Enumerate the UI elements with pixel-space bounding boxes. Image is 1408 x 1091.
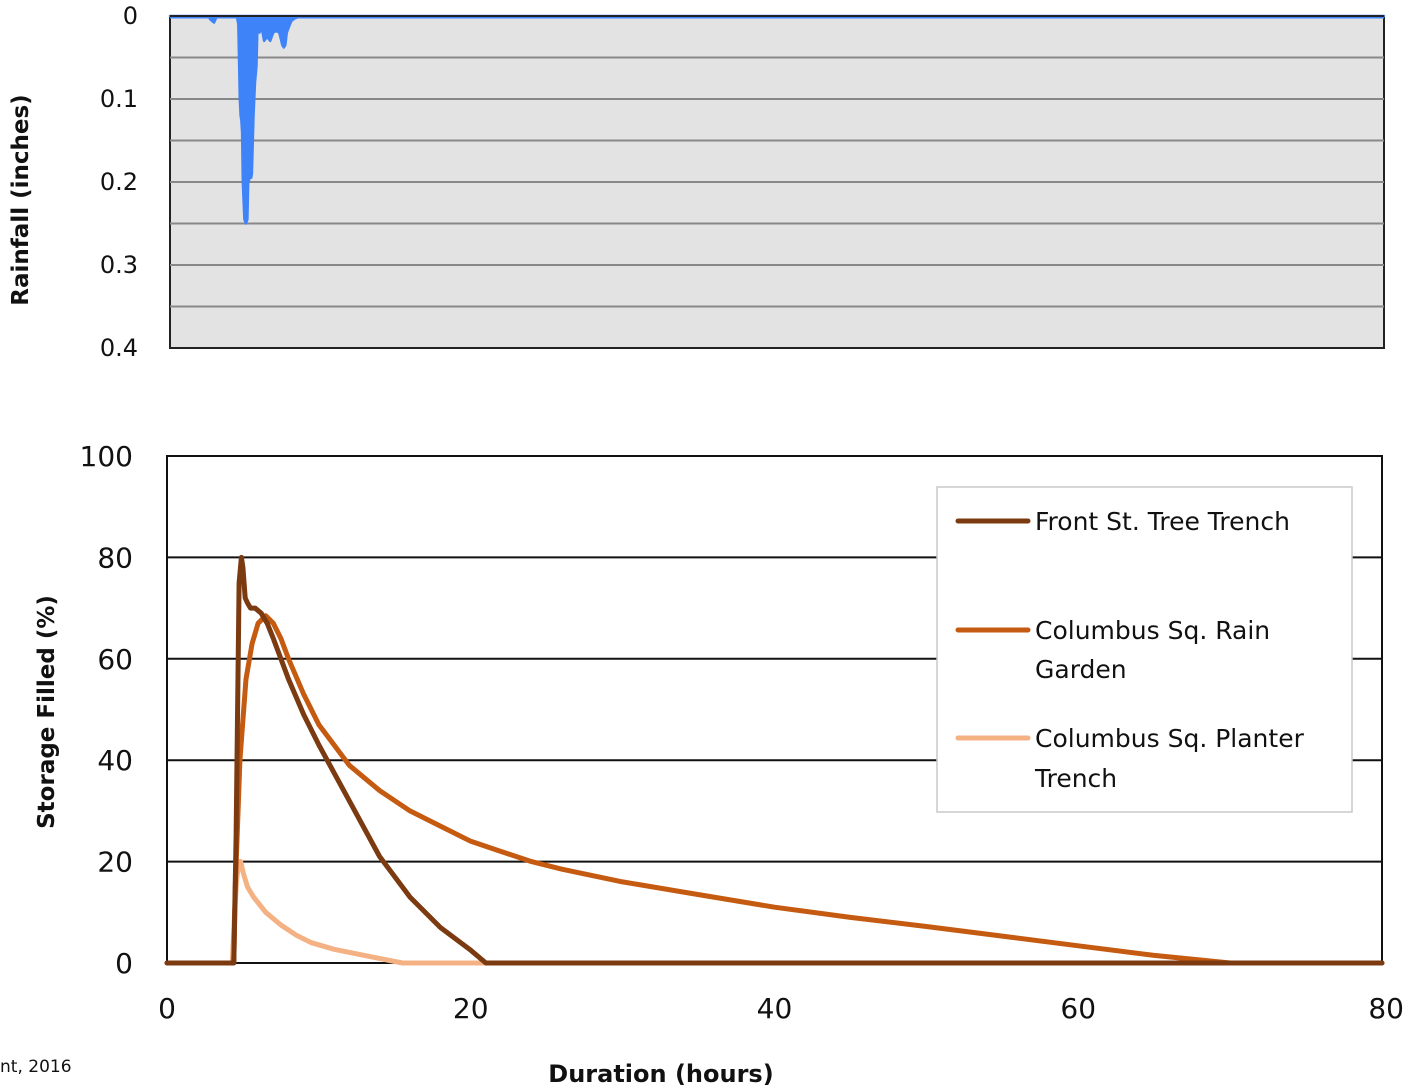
rainfall-gridlines [170, 56, 1384, 308]
storage-x-tick-label: 40 [757, 992, 793, 1025]
storage-x-ticks: 0 20 40 60 80 [158, 992, 1404, 1025]
series-line-columbus-sq-rain-garden [164, 613, 1385, 966]
legend-label-front-st-tree-trench: Front St. Tree Trench [1035, 507, 1290, 536]
storage-y-tick-label: 0 [115, 947, 133, 980]
rainfall-y-axis-title: Rainfall (inches) [8, 94, 34, 305]
storage-x-axis-title: Duration (hours) [548, 1060, 773, 1088]
rainfall-y-tick-label: 0.2 [100, 168, 138, 196]
rainfall-area [168, 14, 1386, 225]
storage-y-tick-label: 100 [80, 440, 133, 473]
storage-x-tick-label: 60 [1060, 992, 1096, 1025]
storage-x-tick-label: 0 [158, 992, 176, 1025]
legend-label-columbus-sq-planter-trench: Columbus Sq. Planter Trench [1034, 724, 1312, 793]
storage-y-tick-label: 80 [97, 541, 133, 574]
storage-y-tick-label: 40 [97, 744, 133, 777]
legend-entry-columbus-sq-rain-garden: Columbus Sq. Rain Garden [955, 616, 1278, 684]
source-note: nt, 2016 [0, 1057, 72, 1077]
storage-y-ticks: 0 20 40 60 80 100 [80, 440, 133, 980]
rainfall-y-tick-label: 0 [123, 2, 138, 30]
storage-x-tick-label: 20 [453, 992, 489, 1025]
storage-legend: Front St. Tree Trench Columbus Sq. Rain … [936, 486, 1353, 813]
rainfall-chart: 0 0.1 0.2 0.3 0.4 Rainfall (inches) [8, 2, 1386, 362]
legend-label-columbus-sq-rain-garden: Columbus Sq. Rain Garden [1035, 616, 1278, 684]
storage-x-tick-label: 80 [1368, 992, 1404, 1025]
legend-box [936, 486, 1353, 813]
rainfall-y-ticks: 0 0.1 0.2 0.3 0.4 [100, 2, 138, 362]
storage-y-tick-label: 20 [97, 846, 133, 879]
storage-y-tick-label: 60 [97, 643, 133, 676]
storage-chart: 0 20 40 60 80 100 0 20 40 60 80 Front St. Tree Tr… [34, 440, 1404, 1088]
legend-entry-columbus-sq-planter-trench: Columbus Sq. Planter Trench [955, 724, 1312, 793]
storage-series [164, 554, 1385, 966]
rainfall-y-tick-label: 0.3 [100, 251, 138, 279]
series-line-front-st-tree-trench [164, 554, 1385, 966]
rainfall-y-tick-label: 0.1 [100, 85, 138, 113]
rainfall-y-tick-label: 0.4 [100, 334, 138, 362]
storage-y-axis-title: Storage Filled (%) [34, 595, 60, 829]
legend-entry-front-st-tree-trench: Front St. Tree Trench [955, 507, 1290, 536]
